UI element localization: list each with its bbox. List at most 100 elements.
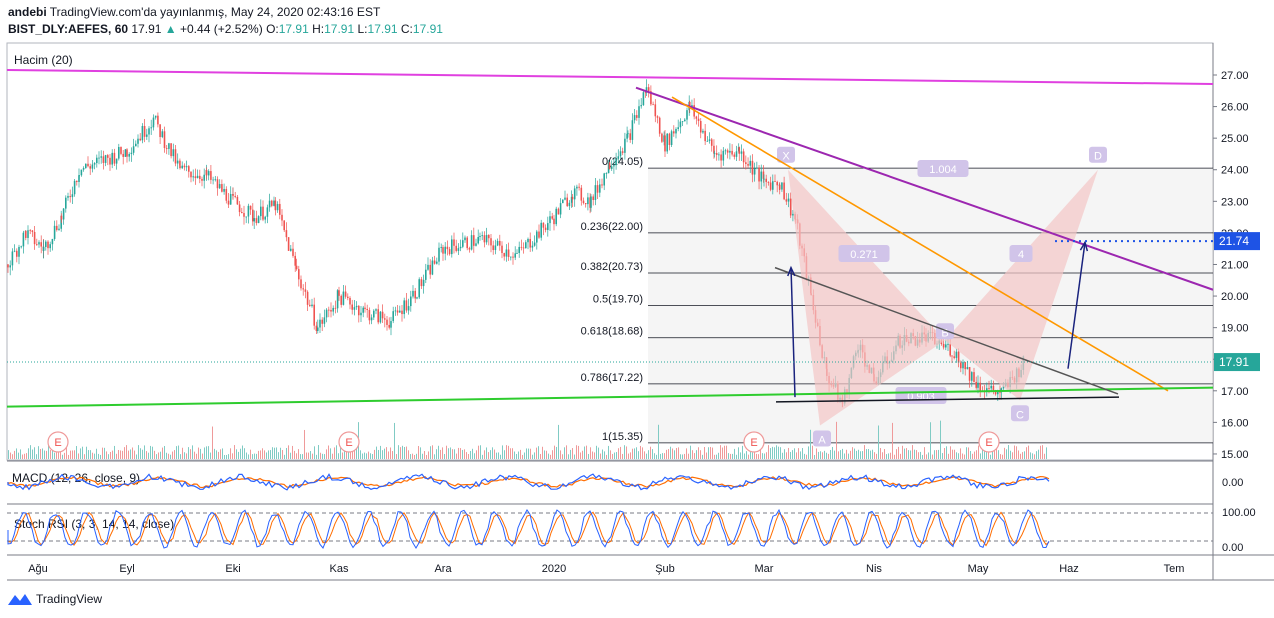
candle-body bbox=[135, 143, 137, 147]
volume-bar bbox=[380, 445, 381, 459]
volume-bar bbox=[846, 449, 847, 459]
candle-body bbox=[370, 317, 373, 321]
fib-level-label: 0.236(22.00) bbox=[581, 221, 643, 233]
volume-bar bbox=[276, 447, 277, 459]
volume-bar bbox=[490, 450, 491, 459]
volume-bar bbox=[74, 450, 75, 459]
candle-body bbox=[971, 372, 973, 381]
volume-bar bbox=[12, 454, 13, 459]
volume-bar bbox=[248, 454, 249, 459]
volume-bar bbox=[220, 449, 221, 459]
volume-bar bbox=[472, 448, 473, 459]
candle-body bbox=[733, 154, 736, 157]
volume-bar bbox=[76, 446, 77, 459]
volume-bar bbox=[96, 448, 97, 459]
candle-body bbox=[328, 309, 330, 311]
x-tick-label: Şub bbox=[655, 563, 675, 575]
candle-body bbox=[319, 319, 321, 328]
volume-bar bbox=[98, 453, 99, 459]
candle-body bbox=[313, 304, 315, 326]
volume-bar bbox=[280, 447, 281, 459]
candle-body bbox=[388, 324, 390, 328]
volume-bar bbox=[390, 447, 391, 459]
candle-body bbox=[42, 246, 45, 251]
candle-body bbox=[325, 309, 328, 318]
candle-body bbox=[22, 232, 25, 247]
candle-body bbox=[232, 193, 234, 196]
tradingview-brand[interactable]: TradingView bbox=[36, 592, 103, 606]
volume-bar bbox=[1004, 447, 1005, 459]
volume-bar bbox=[1022, 452, 1023, 459]
volume-bar bbox=[806, 454, 807, 459]
volume-bar bbox=[640, 445, 641, 459]
volume-bar bbox=[538, 446, 539, 459]
volume-bar bbox=[576, 445, 577, 459]
volume-bar bbox=[258, 450, 259, 459]
volume-bar bbox=[752, 452, 753, 459]
blue-arrow-target bbox=[1067, 242, 1086, 369]
candle-body bbox=[146, 134, 148, 137]
volume-bar bbox=[202, 453, 203, 459]
volume-bar bbox=[60, 447, 61, 459]
volume-bar bbox=[740, 452, 741, 459]
volume-bar bbox=[882, 452, 883, 459]
volume-bar bbox=[788, 447, 789, 459]
volume-bar bbox=[996, 447, 997, 459]
volume-bar bbox=[946, 446, 947, 459]
volume-bar bbox=[14, 450, 15, 459]
candle-body bbox=[161, 131, 164, 138]
x-tick-label: May bbox=[968, 563, 989, 575]
candle-body bbox=[143, 126, 146, 137]
volume-bar bbox=[836, 421, 837, 459]
volume-bar bbox=[614, 452, 615, 459]
candle-body bbox=[772, 181, 774, 190]
candle-body bbox=[109, 157, 111, 165]
volume-bar bbox=[64, 452, 65, 459]
volume-bar bbox=[1026, 447, 1027, 459]
open-value: 17.91 bbox=[278, 22, 309, 36]
volume-bar bbox=[746, 451, 747, 459]
y-tick-label: 23.00 bbox=[1221, 196, 1249, 208]
candle-body bbox=[71, 194, 74, 198]
volume-bar bbox=[204, 447, 205, 459]
candle-body bbox=[704, 130, 706, 142]
candle-body bbox=[763, 178, 765, 180]
y-tick-label: 20.00 bbox=[1221, 291, 1249, 303]
pattern-point-label: A bbox=[818, 435, 826, 447]
volume-bar bbox=[18, 452, 19, 459]
candle-body bbox=[781, 182, 783, 190]
volume-bar bbox=[980, 453, 981, 459]
candle-body bbox=[150, 127, 152, 129]
volume-bar bbox=[670, 446, 671, 459]
candle-body bbox=[485, 234, 488, 243]
volume-bar bbox=[320, 452, 321, 459]
volume-bar bbox=[152, 446, 153, 459]
volume-bar bbox=[606, 454, 607, 459]
volume-bar bbox=[462, 449, 463, 459]
volume-bar bbox=[368, 451, 369, 459]
volume-bar bbox=[840, 450, 841, 459]
volume-bar bbox=[632, 448, 633, 459]
volume-bar bbox=[376, 446, 377, 459]
volume-bar bbox=[362, 453, 363, 459]
volume-bar bbox=[180, 454, 181, 459]
candle-body bbox=[194, 176, 197, 179]
candle-body bbox=[410, 296, 412, 307]
candle-body bbox=[292, 248, 294, 256]
candle-body bbox=[373, 310, 375, 318]
volume-bar bbox=[250, 449, 251, 459]
volume-bar bbox=[792, 450, 793, 459]
y-tick-label: 26.00 bbox=[1221, 102, 1249, 114]
candle-body bbox=[994, 390, 997, 395]
candle-body bbox=[979, 382, 981, 391]
volume-bar bbox=[1044, 453, 1045, 459]
candle-body bbox=[51, 238, 54, 245]
earnings-marker-label: E bbox=[54, 437, 61, 449]
volume-bar bbox=[908, 450, 909, 459]
volume-bar bbox=[704, 447, 705, 459]
volume-bar bbox=[108, 454, 109, 459]
volume-bar bbox=[816, 448, 817, 459]
volume-bar bbox=[154, 450, 155, 459]
volume-bar bbox=[856, 450, 857, 459]
